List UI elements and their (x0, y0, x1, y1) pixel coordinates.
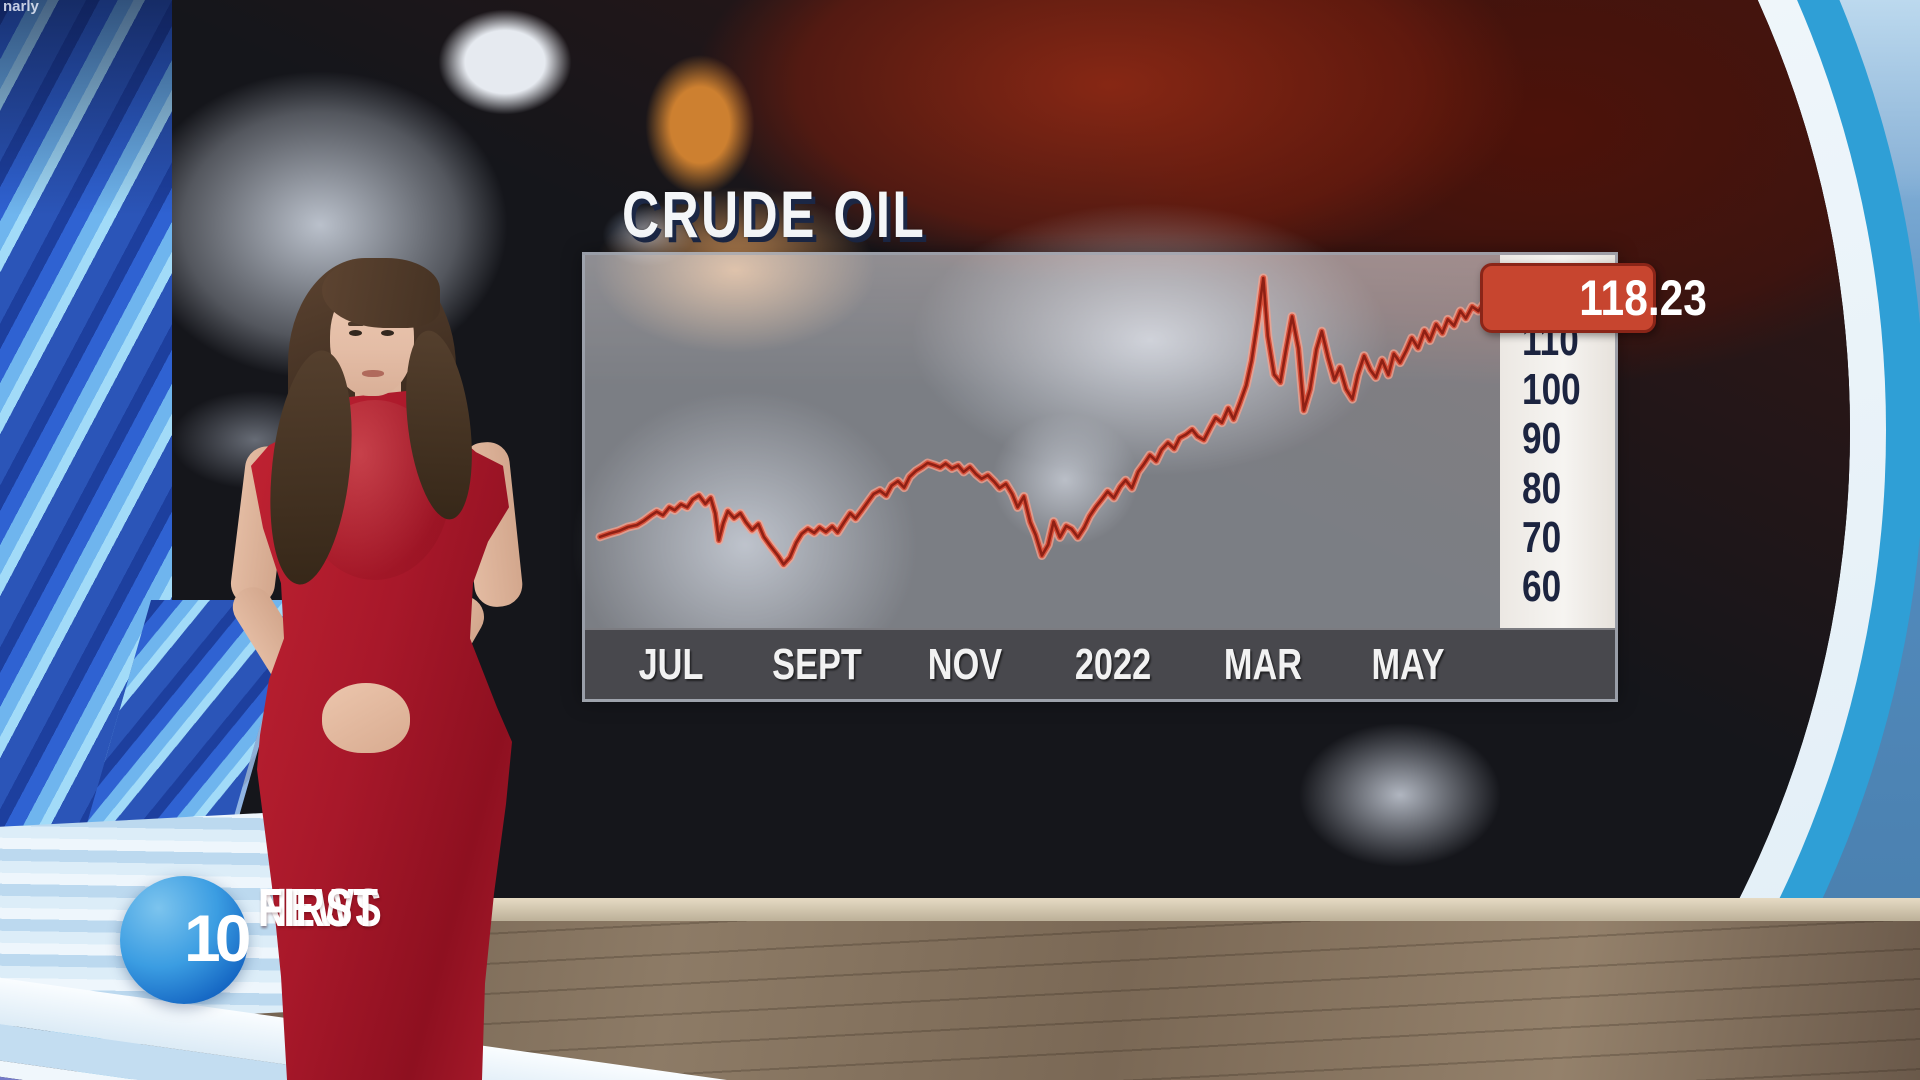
wordmark-line-news: NEWS (258, 878, 383, 938)
chart-panel: 110 100 90 80 70 60 JUL SEPT NOV 2022 MAR MAY (582, 252, 1618, 702)
y-tick-label: 100 (1522, 365, 1581, 415)
watermark-text: narly (3, 0, 39, 15)
x-tick-label: JUL (638, 640, 704, 689)
latest-price-value: 118.23 (1579, 270, 1707, 326)
y-tick-label: 60 (1522, 562, 1562, 611)
x-tick-label: 2022 (1074, 640, 1152, 689)
x-tick-label: NOV (928, 640, 1003, 689)
left-eye (349, 330, 362, 336)
y-tick-label: 70 (1522, 512, 1562, 562)
y-tick-label: 80 (1522, 463, 1562, 513)
left-eyebrow (348, 322, 364, 326)
price-line-chart (595, 273, 1496, 569)
presenter-hair-fringe (322, 258, 440, 328)
chart-plot-area (585, 255, 1500, 699)
y-tick-label: 90 (1522, 414, 1562, 464)
logo-number: 10 (184, 901, 251, 975)
x-tick-label: MAY (1371, 640, 1445, 689)
channel-10-logo: 10 (120, 876, 251, 1004)
x-tick-label: SEPT (772, 640, 862, 689)
presenter-hands (322, 683, 410, 753)
chart-title: CRUDE OIL (622, 177, 927, 251)
wordmark-line-first: FIRST (258, 878, 379, 938)
x-tick-label: MAR (1224, 640, 1303, 689)
right-eye (381, 330, 394, 336)
lips (362, 370, 384, 377)
latest-price-badge: 118.23 (1480, 263, 1707, 333)
x-axis-bar: JUL SEPT NOV 2022 MAR MAY (585, 628, 1615, 699)
